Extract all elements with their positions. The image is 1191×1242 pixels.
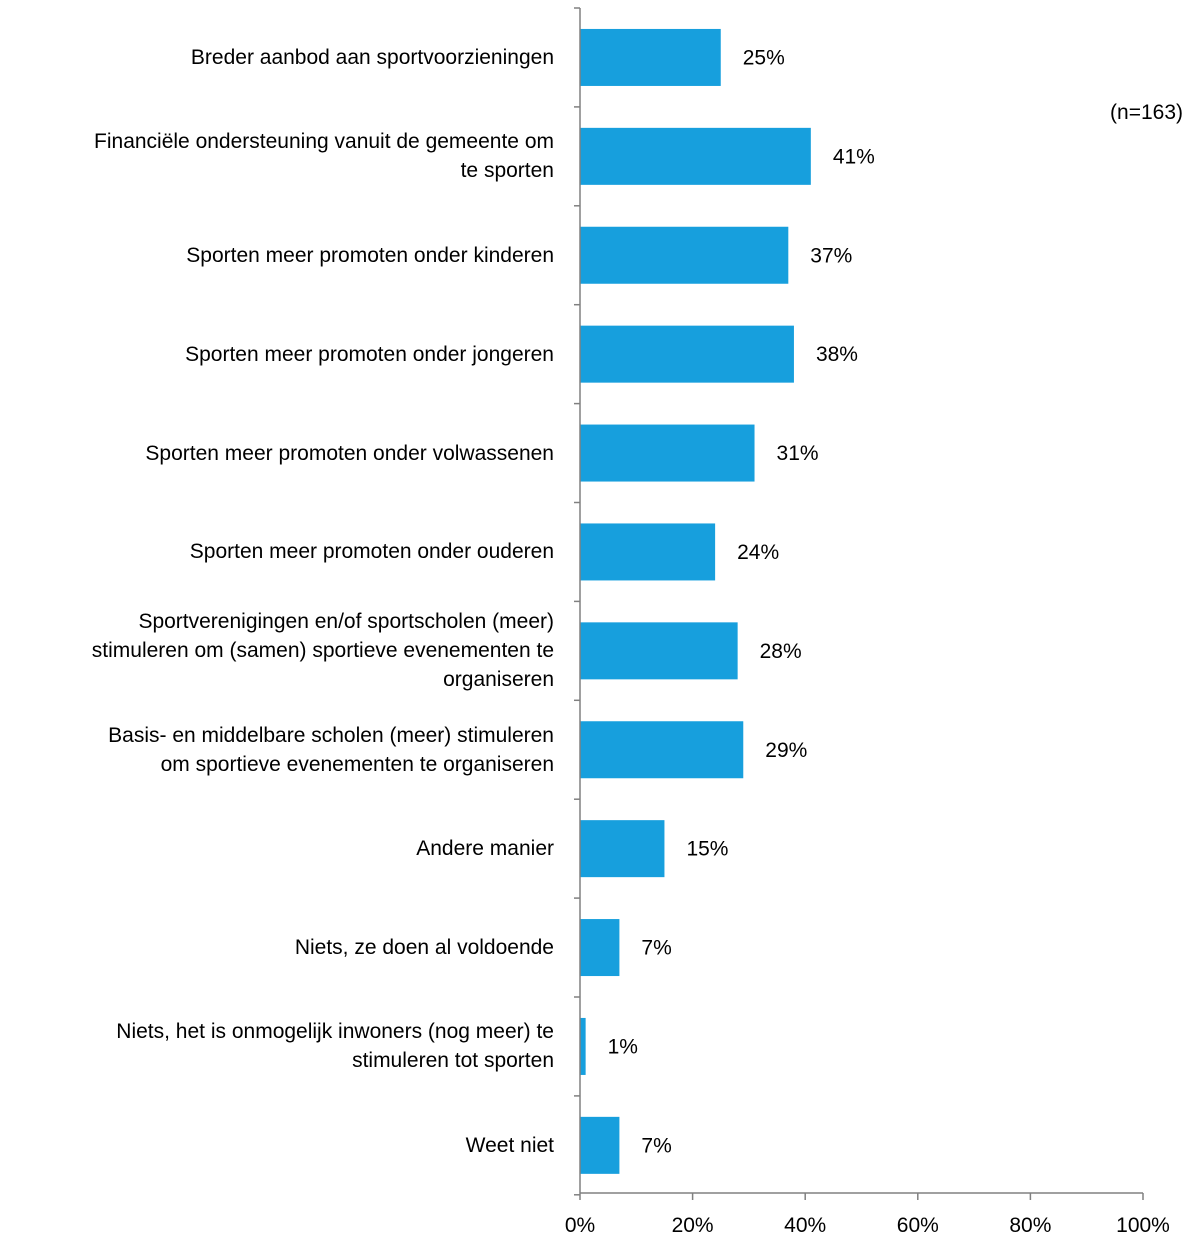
category-label-line: om sportieve evenementen te organiseren <box>160 752 554 776</box>
category-label: Sporten meer promoten onder jongeren <box>0 340 554 369</box>
category-label-line: Sporten meer promoten onder jongeren <box>185 342 554 366</box>
category-label-line: Financiële ondersteuning vanuit de gemee… <box>94 130 554 154</box>
bar <box>580 919 620 977</box>
data-label: 29% <box>765 739 807 762</box>
bar <box>580 226 789 284</box>
bar <box>580 127 811 185</box>
data-label: 1% <box>608 1035 638 1058</box>
x-tick-label: 20% <box>672 1214 714 1237</box>
category-label: Niets, ze doen al voldoende <box>0 933 554 962</box>
data-label: 41% <box>833 145 875 168</box>
category-label: Sporten meer promoten onder kinderen <box>0 241 554 270</box>
bar <box>580 28 721 86</box>
category-label-line: Weet niet <box>465 1133 554 1157</box>
category-label: Basis- en middelbare scholen (meer) stim… <box>0 721 554 779</box>
category-label-line: stimuleren tot sporten <box>352 1049 554 1073</box>
bar <box>580 622 738 680</box>
category-label-line: stimuleren om (samen) sportieve evenemen… <box>91 639 554 663</box>
category-label: Weet niet <box>0 1131 554 1160</box>
category-label-line: Niets, het is onmogelijk inwoners (nog m… <box>116 1020 554 1044</box>
data-label: 28% <box>760 640 802 663</box>
category-label-line: Niets, ze doen al voldoende <box>294 936 554 960</box>
data-label: 37% <box>810 244 852 267</box>
data-label: 15% <box>686 838 728 861</box>
x-tick-label: 40% <box>784 1214 826 1237</box>
data-label: 7% <box>641 937 671 960</box>
category-label: Financiële ondersteuning vanuit de gemee… <box>0 127 554 185</box>
bar <box>580 820 665 878</box>
category-label-line: Basis- en middelbare scholen (meer) stim… <box>108 723 554 747</box>
data-label: 24% <box>737 541 779 564</box>
category-label-line: Sporten meer promoten onder volwassenen <box>145 441 554 465</box>
x-tick-label: 100% <box>1116 1214 1170 1237</box>
category-label-line: Sporten meer promoten onder kinderen <box>186 243 554 267</box>
category-label: Sporten meer promoten onder ouderen <box>0 537 554 566</box>
bar <box>580 424 755 482</box>
category-label-line: Andere manier <box>416 837 554 861</box>
bar <box>580 325 794 383</box>
category-label-line: te sporten <box>460 159 554 183</box>
bar <box>580 1017 586 1075</box>
category-label-line: Sportverenigingen en/of sportscholen (me… <box>138 610 554 634</box>
data-label: 31% <box>777 442 819 465</box>
data-label: 7% <box>641 1134 671 1157</box>
category-label: Breder aanbod aan sportvoorzieningen <box>0 43 554 72</box>
bar <box>580 1116 620 1174</box>
data-label: 25% <box>743 46 785 69</box>
data-label: 38% <box>816 343 858 366</box>
category-label-line: organiseren <box>443 668 554 692</box>
bar <box>580 523 716 581</box>
bar <box>580 721 744 779</box>
sample-size-note: (n=163) <box>1110 101 1183 124</box>
x-tick-label: 80% <box>1009 1214 1051 1237</box>
category-label: Sportverenigingen en/of sportscholen (me… <box>0 607 554 694</box>
category-label: Andere manier <box>0 834 554 863</box>
category-label-line: Breder aanbod aan sportvoorzieningen <box>190 45 554 69</box>
category-label: Niets, het is onmogelijk inwoners (nog m… <box>0 1017 554 1075</box>
x-tick-label: 60% <box>897 1214 939 1237</box>
category-label-line: Sporten meer promoten onder ouderen <box>189 540 554 564</box>
category-label: Sporten meer promoten onder volwassenen <box>0 439 554 468</box>
x-tick-label: 0% <box>565 1214 595 1237</box>
